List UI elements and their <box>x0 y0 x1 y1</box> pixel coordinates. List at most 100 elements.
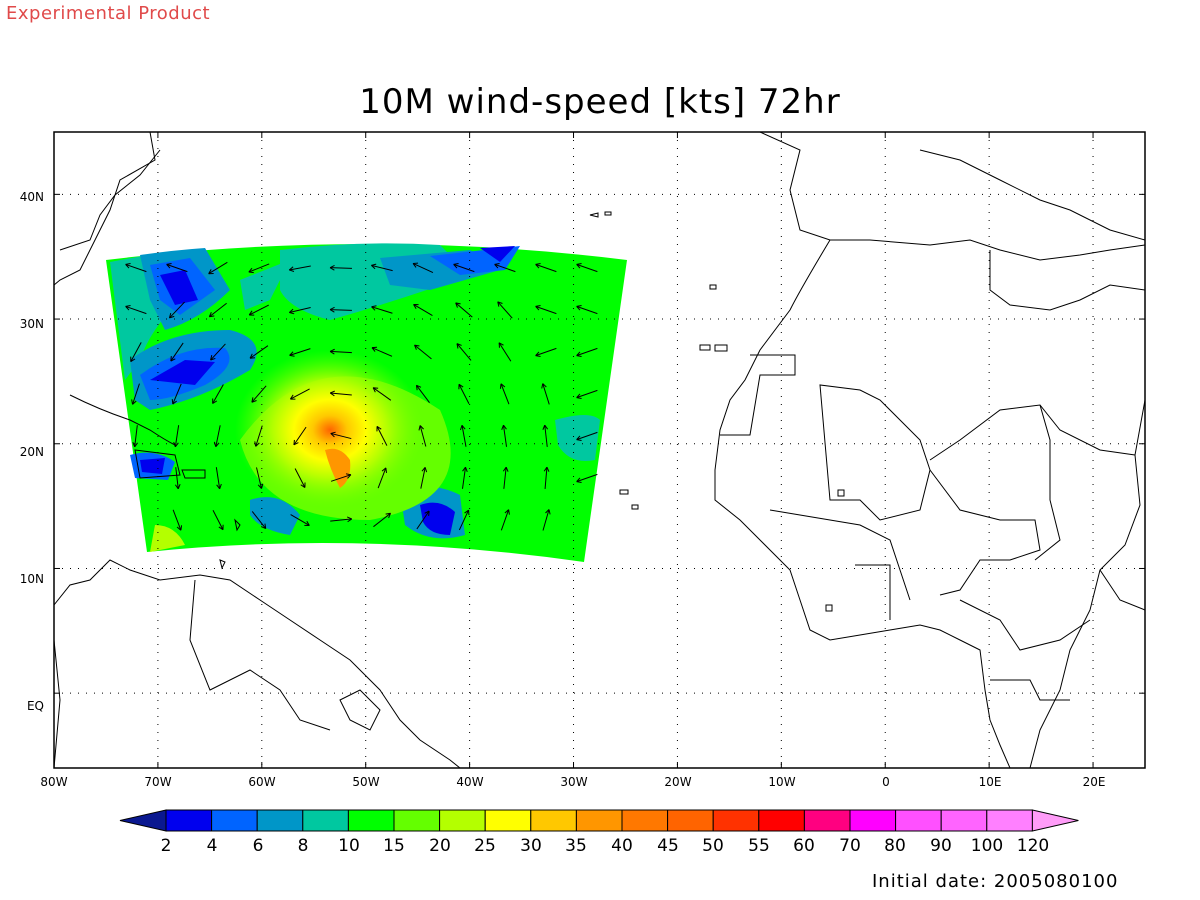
colorbar-label: 80 <box>884 836 906 856</box>
wind-arrow <box>212 384 224 404</box>
colorbar-swatch-15-20 <box>393 809 441 832</box>
colorbar-label: 45 <box>657 836 679 856</box>
wind-arrow <box>499 383 510 405</box>
wind-arrow <box>541 383 550 405</box>
wind-arrow <box>414 344 432 360</box>
wind-arrow <box>251 511 267 530</box>
wind-arrow <box>576 473 598 483</box>
wind-arrow <box>170 342 184 362</box>
wind-arrow <box>371 305 393 314</box>
axis-labels: 80W 70W 60W 50W 40W 30W 20W 10W 0 10E 20… <box>20 190 1106 789</box>
wind-arrow <box>535 305 557 315</box>
wind-arrow <box>461 466 468 489</box>
wind-arrow <box>453 263 475 273</box>
lon-tick-label-50w: 50W <box>352 775 379 789</box>
wind-arrow <box>289 388 310 400</box>
lat-tick-label-40n: 40N <box>20 190 44 204</box>
colorbar-swatch-45-50 <box>667 809 714 832</box>
wind-arrow <box>458 509 470 531</box>
lon-tick-label-30w: 30W <box>560 775 587 789</box>
wind-arrow <box>215 467 222 490</box>
lon-tick-label-0: 0 <box>882 775 890 789</box>
wind-arrow <box>501 424 508 447</box>
colorbar-swatch-4-6 <box>211 809 258 832</box>
wind-arrow <box>376 425 388 446</box>
colorbar-label: 15 <box>383 836 405 856</box>
colorbar-label: 4 <box>207 836 218 856</box>
colorbar-swatch-100-120 <box>986 809 1033 832</box>
colorbar-label: 120 <box>1017 836 1049 856</box>
colorbar-swatch-90-100 <box>940 809 988 832</box>
wind-arrow <box>210 343 226 361</box>
colorbar-label: 20 <box>429 836 451 856</box>
colorbar-label: 50 <box>702 836 724 856</box>
wind-arrow <box>373 512 392 528</box>
wind-arrow <box>330 516 353 523</box>
colorbar-swatch-25-30 <box>484 809 532 832</box>
lon-tick-label-10w: 10W <box>768 775 795 789</box>
lon-tick-label-80w: 80W <box>40 775 67 789</box>
colorbar-label: 10 <box>338 836 360 856</box>
colorbar-swatch-30-35 <box>530 809 577 832</box>
wind-arrow <box>535 263 557 273</box>
wind-arrow <box>497 301 513 319</box>
colorbar-label: 35 <box>565 836 587 856</box>
colorbar-swatch-60-70 <box>803 809 851 832</box>
wind-arrow <box>212 510 224 531</box>
wind-arrow <box>377 467 388 489</box>
wind-arrow <box>249 345 269 359</box>
wind-arrow <box>455 302 473 318</box>
colorbar-label: 70 <box>839 836 861 856</box>
colorbar-label: 40 <box>611 836 633 856</box>
wind-arrow <box>576 263 598 273</box>
wind-arrow <box>542 424 549 447</box>
wind-arrow <box>542 509 551 531</box>
colorbar-label: 25 <box>474 836 496 856</box>
wind-arrow <box>498 342 512 362</box>
wind-arrow <box>576 347 598 357</box>
wind-arrow <box>172 509 183 531</box>
wind-arrow <box>418 425 427 447</box>
wind-arrow <box>290 514 310 526</box>
wind-arrow <box>173 425 180 448</box>
lat-tick-label-eq: EQ <box>27 699 44 713</box>
colorbar-swatch-20-25 <box>439 809 486 832</box>
wind-arrow <box>415 384 430 404</box>
lon-tick-label-20w: 20W <box>664 775 691 789</box>
colorbar-label: 6 <box>253 836 264 856</box>
wind-arrow <box>413 303 433 316</box>
colorbar-label: 100 <box>971 836 1003 856</box>
wind-arrow <box>576 431 598 441</box>
wind-arrow <box>131 383 140 405</box>
colorbar-swatch-2-4 <box>165 809 213 832</box>
lon-tick-label-70w: 70W <box>144 775 171 789</box>
wind-arrow <box>171 383 182 405</box>
wind-arrow <box>458 383 470 404</box>
colorbar-label: 2 <box>161 836 172 856</box>
colorbar-label: 55 <box>748 836 770 856</box>
lon-tick-label-60w: 60W <box>248 775 275 789</box>
colorbar-labels: 2 4 6 8 10 15 20 25 30 35 40 45 50 55 60… <box>161 836 1050 856</box>
wind-arrow <box>576 305 598 315</box>
wind-arrow <box>412 262 434 274</box>
colorbar-label: 90 <box>930 836 952 856</box>
colorbar-swatch-35-40 <box>575 809 623 832</box>
wind-arrow <box>208 261 228 275</box>
wind-arrow <box>132 425 139 448</box>
wind-arrow <box>125 305 147 315</box>
coastlines <box>54 132 1145 768</box>
wind-arrow <box>213 425 221 448</box>
wind-field-shading <box>110 243 600 552</box>
wind-arrow <box>371 346 393 357</box>
lon-tick-label-40w: 40W <box>456 775 483 789</box>
axis-ticks <box>53 132 1145 768</box>
wind-arrow <box>371 263 393 272</box>
wind-arrow <box>576 389 598 399</box>
lat-tick-label-20n: 20N <box>20 445 44 459</box>
wind-arrow <box>174 467 181 490</box>
initial-date-label: Initial date: 2005080100 <box>872 871 1119 892</box>
wind-arrow <box>329 264 352 271</box>
wind-arrow <box>459 424 467 447</box>
wind-arrow <box>329 390 352 397</box>
